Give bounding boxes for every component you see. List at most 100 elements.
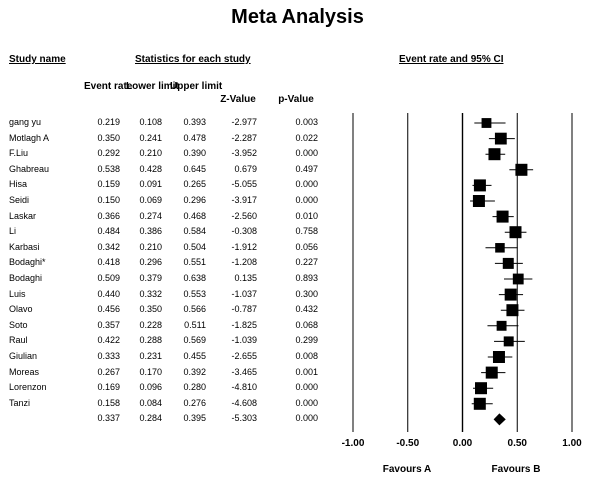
p-value-header: p-Value [278, 94, 314, 105]
lower-limit-value: 0.386 [139, 226, 162, 237]
study-marker [488, 148, 501, 161]
upper-limit-value: 0.390 [183, 148, 206, 159]
z-value: -4.810 [231, 382, 257, 393]
event-rate-value: 0.267 [97, 366, 120, 377]
study-name: Olavo [9, 304, 33, 315]
p-value: 0.893 [295, 273, 318, 283]
event-rate-value: 0.350 [97, 132, 120, 143]
study-name: Bodaghi [9, 273, 43, 283]
upper-limit-value: 0.566 [183, 304, 206, 315]
study-name: gang yu [9, 117, 42, 127]
study-name: Hisa [9, 179, 28, 190]
z-value: -1.825 [231, 319, 257, 330]
event-rate-header: Event rate [84, 81, 133, 92]
upper-limit-value: 0.551 [183, 257, 206, 268]
study-marker [473, 179, 486, 192]
study-marker [504, 288, 517, 301]
event-rate-value: 0.509 [97, 273, 120, 283]
p-value: 0.003 [295, 117, 318, 127]
p-value: 0.000 [295, 382, 318, 393]
z-value: -4.608 [231, 397, 257, 408]
study-marker [473, 397, 486, 410]
lower-limit-value: 0.428 [139, 163, 162, 174]
lower-limit-value: 0.231 [139, 351, 162, 361]
study-marker [495, 243, 505, 253]
upper-limit-value: 0.478 [183, 132, 206, 143]
upper-limit-value: 0.511 [184, 319, 206, 330]
z-value: -3.952 [231, 148, 257, 159]
event-rate-value: 0.159 [97, 179, 120, 190]
study-marker [494, 132, 507, 145]
z-value: 0.135 [234, 273, 257, 283]
summary-p-value: 0.000 [295, 413, 318, 424]
study-marker [515, 163, 528, 176]
z-value: -1.912 [231, 241, 257, 252]
event-rate-value: 0.418 [97, 257, 120, 268]
p-value: 0.299 [295, 335, 318, 346]
upper-limit-header: Upper limit [170, 81, 223, 92]
z-value: -3.917 [231, 195, 257, 205]
study-name: Tanzi [9, 397, 31, 408]
p-value: 0.300 [295, 288, 318, 299]
study-marker [492, 351, 505, 363]
study-name: Seidi [9, 195, 30, 205]
event-rate-value: 0.422 [97, 335, 120, 346]
upper-limit-value: 0.645 [183, 163, 206, 174]
p-value: 0.008 [295, 351, 318, 361]
z-value: -1.208 [231, 257, 257, 268]
x-tick-label: 1.00 [562, 438, 582, 449]
study-name: Giulian [9, 351, 38, 361]
p-value: 0.432 [295, 304, 318, 315]
lower-limit-value: 0.350 [139, 304, 162, 315]
p-value: 0.000 [295, 397, 318, 408]
study-marker [496, 210, 509, 223]
lower-limit-value: 0.332 [139, 288, 162, 299]
lower-limit-value: 0.091 [139, 179, 162, 190]
z-value: 0.679 [234, 163, 257, 174]
lower-limit-value: 0.069 [139, 195, 162, 205]
chart-title: Meta Analysis [231, 6, 364, 28]
event-rate-value: 0.342 [97, 241, 120, 252]
summary-event-rate: 0.337 [97, 413, 120, 424]
study-name: Lorenzon [9, 382, 47, 393]
study-name: Moreas [9, 366, 40, 377]
event-rate-value: 0.440 [97, 288, 120, 299]
study-name: Raul [9, 335, 28, 346]
upper-limit-value: 0.276 [183, 397, 206, 408]
summary-upper-limit: 0.395 [183, 413, 206, 424]
event-rate-value: 0.292 [97, 148, 120, 159]
upper-limit-value: 0.393 [183, 117, 206, 127]
event-rate-value: 0.219 [97, 117, 120, 127]
study-name: Karbasi [9, 241, 40, 252]
event-rate-value: 0.366 [97, 210, 120, 221]
p-value: 0.000 [295, 179, 318, 190]
z-value: -5.055 [231, 179, 257, 190]
p-value: 0.227 [295, 257, 318, 268]
p-value: 0.497 [295, 163, 318, 174]
study-marker [502, 257, 514, 269]
summary-lower-limit: 0.284 [139, 413, 162, 424]
x-tick-label: -1.00 [341, 438, 365, 449]
study-marker [503, 336, 514, 347]
lower-limit-value: 0.228 [139, 319, 162, 330]
lower-limit-value: 0.288 [139, 335, 162, 346]
study-name: Bodaghi* [9, 257, 46, 268]
x-tick-label: 0.50 [507, 438, 527, 449]
z-value: -1.037 [231, 288, 257, 299]
event-rate-value: 0.538 [97, 163, 120, 174]
lower-limit-value: 0.170 [139, 366, 162, 377]
event-rate-value: 0.357 [97, 319, 120, 330]
p-value: 0.068 [295, 319, 318, 330]
upper-limit-value: 0.392 [183, 366, 206, 377]
study-marker [481, 118, 492, 128]
upper-limit-value: 0.569 [183, 335, 206, 346]
lower-limit-value: 0.379 [139, 273, 162, 283]
event-rate-value: 0.456 [97, 304, 120, 315]
z-value: -2.977 [231, 117, 257, 127]
study-marker [509, 226, 522, 239]
upper-limit-value: 0.553 [183, 288, 206, 299]
z-value: -2.655 [231, 351, 257, 361]
z-value: -2.560 [231, 210, 257, 221]
statistics-heading: Statistics for each study [135, 54, 251, 65]
